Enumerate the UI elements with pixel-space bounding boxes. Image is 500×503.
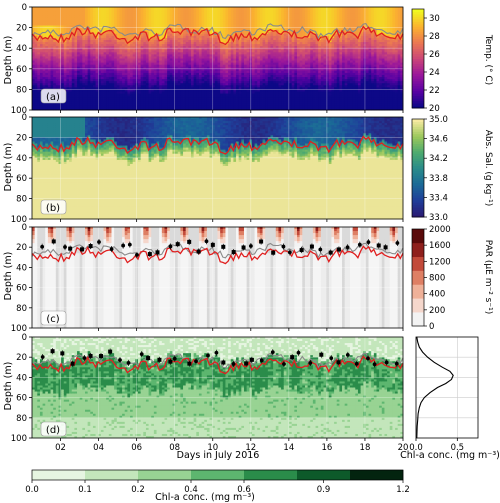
panels-layer: 0204060801000204060801000204060801000204… — [11, 3, 478, 495]
